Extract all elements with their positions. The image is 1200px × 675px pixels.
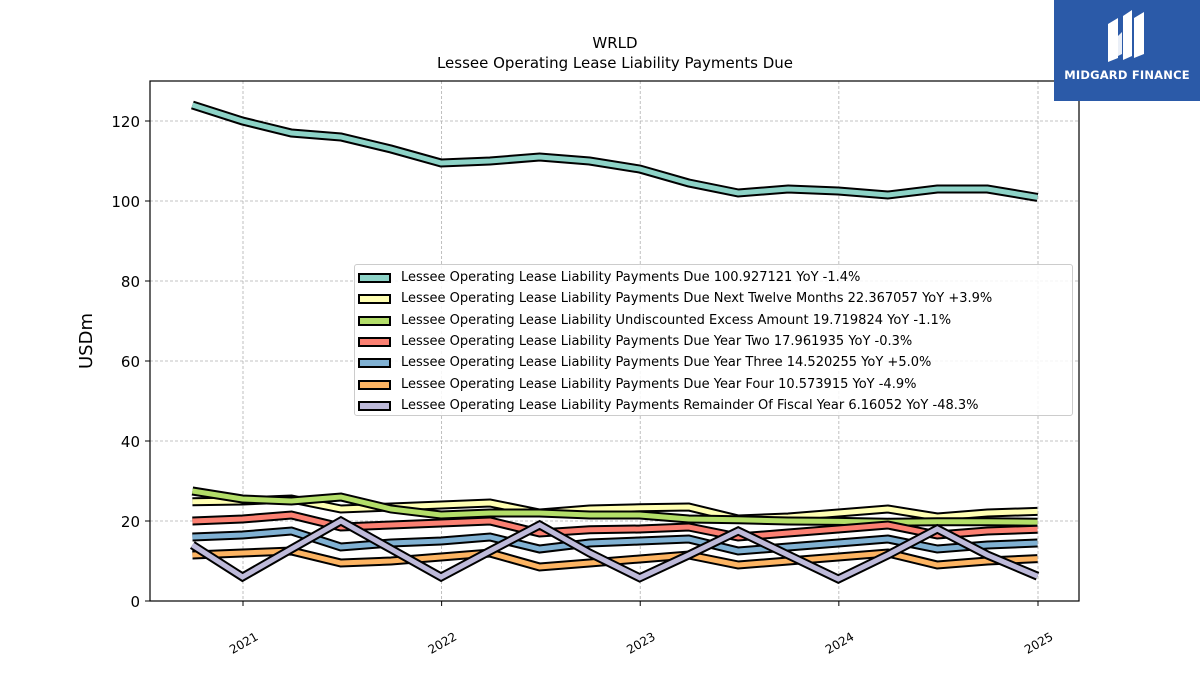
chart-ticker: WRLD [592, 34, 637, 52]
legend-label: Lessee Operating Lease Liability Payment… [401, 355, 932, 371]
logo-mark-icon [1108, 10, 1144, 62]
series-line-1 [191, 100, 1039, 202]
y-tick-label: 20 [121, 513, 140, 531]
y-axis-label: USDm [76, 313, 97, 369]
legend-swatch [358, 336, 391, 347]
y-tick-label: 60 [121, 353, 140, 371]
plot-area-frame [149, 80, 1080, 602]
legend-swatch [358, 294, 391, 305]
legend-swatch [358, 379, 391, 390]
series-stroke [192, 496, 1038, 522]
legend-label: Lessee Operating Lease Liability Undisco… [401, 312, 952, 328]
legend-item: Lessee Operating Lease Liability Payment… [355, 269, 1072, 290]
series-line-5 [192, 526, 1038, 556]
chart-title: Lessee Operating Lease Liability Payment… [437, 54, 793, 72]
series-stroke [192, 528, 1038, 554]
legend-item: Lessee Operating Lease Liability Payment… [355, 290, 1072, 311]
y-tick-label: 100 [111, 193, 140, 211]
y-tick-label: 120 [111, 113, 140, 131]
legend-label: Lessee Operating Lease Liability Payment… [401, 270, 861, 285]
y-tick-label: 0 [130, 593, 140, 611]
legend-item: Lessee Operating Lease Liability Payment… [355, 376, 1072, 397]
x-tick-label: 2022 [426, 629, 459, 656]
legend-item: Lessee Operating Lease Liability Payment… [355, 397, 1072, 418]
legend-swatch [358, 273, 391, 283]
midgard-finance-logo: MIDGARD FINANCE [1054, 0, 1200, 101]
chart-legend: Lessee Operating Lease Liability Payment… [354, 264, 1073, 416]
y-tick-label: 40 [121, 433, 140, 451]
legend-swatch [358, 400, 391, 411]
legend-item: Lessee Operating Lease Liability Undisco… [355, 312, 1072, 333]
x-tick-label: 2024 [823, 629, 856, 656]
legend-label: Lessee Operating Lease Liability Payment… [401, 376, 917, 392]
legend-label: Lessee Operating Lease Liability Payment… [401, 397, 979, 413]
y-tick-label: 80 [121, 273, 140, 291]
series-stroke [191, 102, 1038, 200]
legend-label: Lessee Operating Lease Liability Payment… [401, 333, 913, 349]
legend-item: Lessee Operating Lease Liability Payment… [355, 354, 1072, 375]
legend-item: Lessee Operating Lease Liability Payment… [355, 333, 1072, 354]
x-tick-label: 2021 [227, 629, 260, 656]
x-tick-label: 2023 [624, 629, 657, 656]
series-lines [189, 100, 1040, 584]
series-line-2 [192, 494, 1038, 524]
y-axis: 0 20 40 60 80 100 120 [111, 113, 150, 611]
series-outline [191, 100, 1039, 202]
x-axis: 2021 2022 2023 2024 2025 [227, 601, 1056, 657]
x-tick-label: 2025 [1022, 629, 1055, 656]
logo-text: MIDGARD FINANCE [1064, 68, 1190, 82]
legend-swatch [358, 358, 391, 369]
series-line-7 [189, 515, 1040, 584]
legend-label: Lessee Operating Lease Liability Payment… [401, 291, 993, 307]
legend-swatch [358, 315, 391, 326]
series-stroke [191, 518, 1039, 582]
